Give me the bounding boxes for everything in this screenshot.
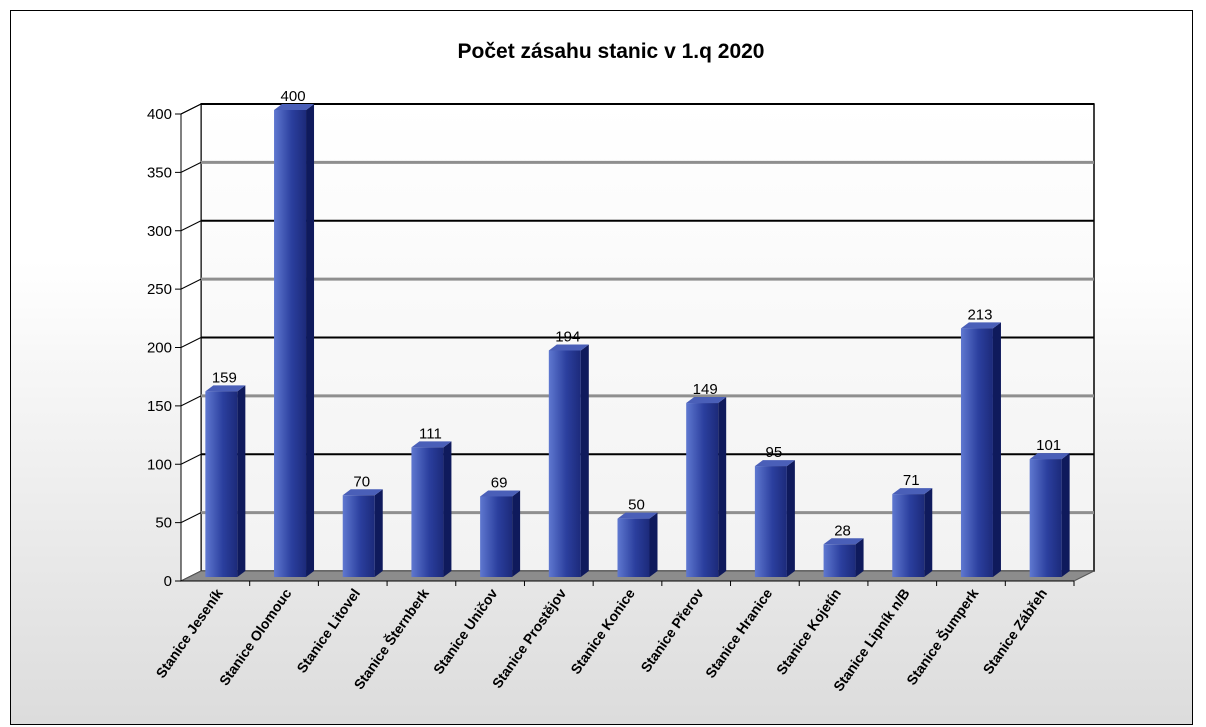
y-tick-label: 400 xyxy=(147,106,172,123)
y-tick-label: 350 xyxy=(147,164,172,181)
x-tick-label: Stanice Kojetín xyxy=(773,586,844,678)
gridline-side xyxy=(180,103,202,115)
bar-top xyxy=(205,385,246,392)
bar-side xyxy=(718,397,727,577)
x-tick-label: Stanice Jeseník xyxy=(152,585,225,680)
x-tick-label: Stanice Šumperk xyxy=(902,585,981,688)
bar xyxy=(892,494,925,577)
chart-title: Počet zásahu stanic v 1.q 2020 xyxy=(458,40,765,63)
y-tick-label: 0 xyxy=(164,573,172,590)
gridline-side xyxy=(180,161,202,173)
bar-side xyxy=(237,385,246,577)
bar xyxy=(548,350,581,577)
x-tick-label: Stanice Litovel xyxy=(293,586,363,676)
x-tick-label: Stanice Přerov xyxy=(637,585,706,675)
bar-top xyxy=(480,490,521,497)
data-label: 194 xyxy=(555,329,580,346)
bar-top xyxy=(892,488,933,495)
data-label: 69 xyxy=(491,474,508,491)
bar-side xyxy=(1061,453,1070,577)
x-tick-label: Stanice Zábřeh xyxy=(979,586,1050,677)
bar-top xyxy=(617,512,658,519)
data-label: 101 xyxy=(1036,437,1061,454)
chart-svg: Počet zásahu stanic v 1.q 2020 0 50 100 150… xyxy=(147,40,1095,695)
bar xyxy=(411,447,444,577)
bar xyxy=(274,110,307,577)
y-tick-label: 150 xyxy=(147,398,172,415)
bar xyxy=(617,518,650,577)
bar-side xyxy=(924,488,933,577)
data-label: 149 xyxy=(693,381,718,398)
x-tick-label: Stanice Hranice xyxy=(702,585,775,680)
bar-side xyxy=(649,512,658,577)
bar xyxy=(754,466,787,577)
bar-top xyxy=(274,104,315,110)
bar-top xyxy=(960,322,1001,329)
bar-side xyxy=(786,460,795,577)
x-tick-label: Stanice Lipník n/B xyxy=(830,586,913,695)
y-tick-label: 200 xyxy=(147,340,172,357)
gridline-side xyxy=(180,512,202,524)
data-label: 28 xyxy=(834,522,851,539)
data-label: 111 xyxy=(419,425,442,442)
bar-top xyxy=(686,397,727,404)
gridline-side xyxy=(180,278,202,290)
bar xyxy=(480,496,513,577)
data-label: 159 xyxy=(212,369,237,386)
bar-side xyxy=(855,538,864,577)
bar-top xyxy=(1029,453,1070,460)
data-label: 213 xyxy=(967,306,992,323)
x-tick-label: Stanice Šternberk xyxy=(350,585,432,692)
bar-side xyxy=(443,441,452,577)
bar-top xyxy=(411,441,452,448)
bar-side xyxy=(580,344,589,577)
bar-top xyxy=(548,344,589,351)
x-tick-label: Stanice Uničov xyxy=(430,585,501,677)
bar xyxy=(823,544,856,577)
data-label: 50 xyxy=(628,497,645,514)
bar xyxy=(342,495,375,577)
bar xyxy=(960,328,993,577)
y-tick-label: 100 xyxy=(147,456,172,473)
x-tick-label: Stanice Prostějov xyxy=(489,585,570,691)
gridline-side xyxy=(180,337,202,348)
y-tick-label: 50 xyxy=(155,515,172,532)
y-tick-label: 300 xyxy=(147,223,172,240)
bar xyxy=(205,391,238,577)
bar-side xyxy=(374,489,383,577)
bar-top xyxy=(342,489,383,496)
bar-top xyxy=(754,460,795,467)
x-tick-label: Stanice Olomouc xyxy=(216,585,295,688)
bar-top xyxy=(823,538,864,545)
data-label: 70 xyxy=(353,473,370,490)
data-label: 95 xyxy=(766,444,783,461)
data-label: 71 xyxy=(903,472,920,489)
gridline-side xyxy=(180,395,202,407)
bar-side xyxy=(512,490,521,577)
y-tick-label: 250 xyxy=(147,281,172,298)
bar xyxy=(1029,459,1062,577)
bar xyxy=(686,403,719,577)
x-tick-label: Stanice Konice xyxy=(567,585,638,677)
bar-side xyxy=(306,104,315,577)
data-label: 400 xyxy=(281,88,306,105)
chart-frame: Počet zásahu stanic v 1.q 2020 0 50 100 150… xyxy=(10,10,1193,725)
bar-side xyxy=(992,322,1001,577)
gridline-side xyxy=(180,453,202,465)
gridline-side xyxy=(180,220,202,232)
